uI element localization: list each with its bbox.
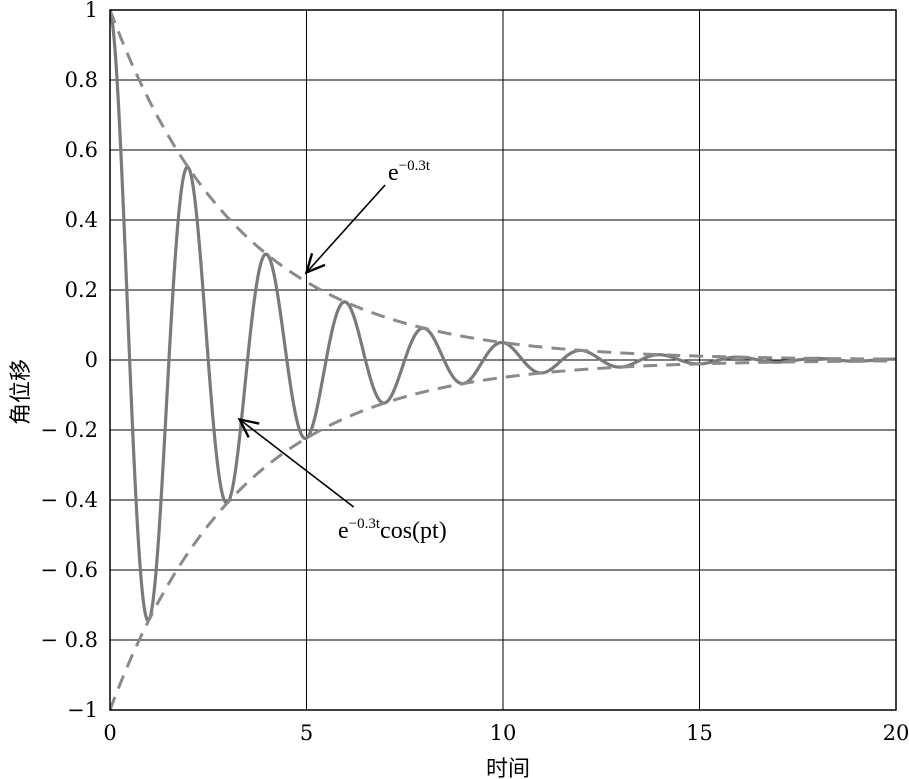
y-tick-label-8: − 0.6 (40, 558, 98, 582)
annotation-label-0: e−0.3t (388, 158, 431, 186)
plot-frame (109, 9, 897, 711)
annotations: e−0.3t e−0.3tcos(pt) (237, 158, 447, 544)
y-axis-label: 角位移 (9, 359, 34, 425)
x-tick-label-3: 15 (686, 721, 713, 745)
x-tick-label-4: 20 (883, 721, 909, 745)
y-tick-label-1: 0.8 (65, 68, 98, 92)
x-tick-label-0: 0 (103, 721, 116, 745)
y-tick-label-3: 0.4 (65, 208, 98, 232)
y-tick-label-10: −1 (67, 698, 98, 722)
y-tick-label-7: − 0.4 (40, 488, 98, 512)
x-axis-label: 时间 (486, 757, 530, 779)
annotation-arrow-1 (239, 418, 355, 508)
y-tick-label-0: 1 (85, 0, 98, 22)
y-tick-label-6: − 0.2 (40, 418, 98, 442)
tick-labels: 0 5 10 15 20 1 0.8 0.6 0.4 0.2 0 − 0.2 − 0.4 − 0.6 − 0… (40, 0, 909, 745)
annotation-label-1: e−0.3tcos(pt) (338, 516, 447, 544)
x-tick-label-1: 5 (300, 721, 313, 745)
y-tick-label-9: − 0.8 (40, 628, 98, 652)
series-line-1 (110, 10, 896, 361)
y-tick-label-5: 0 (85, 348, 98, 372)
y-tick-label-2: 0.6 (65, 138, 98, 162)
annotation-arrow-0 (305, 184, 386, 274)
x-tick-label-2: 10 (490, 721, 517, 745)
y-tick-label-4: 0.2 (65, 278, 98, 302)
annotation-arrowhead-1 (237, 417, 260, 438)
series-line-2 (110, 359, 896, 710)
annotation-arrowhead-0 (304, 252, 326, 275)
